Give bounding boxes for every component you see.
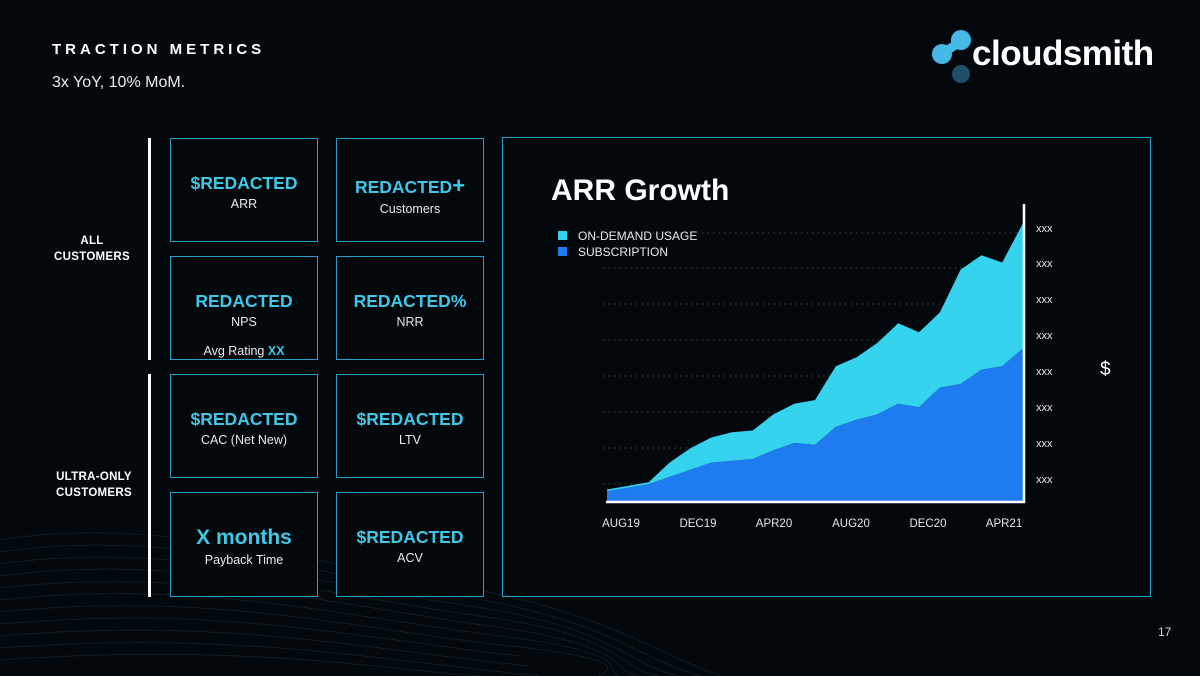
- y-tick-label: xxx: [1036, 258, 1053, 270]
- avg-rating: Avg Rating XX: [203, 344, 285, 358]
- cac-label: CAC (Net New): [200, 433, 288, 447]
- subscription-area: [607, 348, 1023, 502]
- y-tick-label: xxx: [1036, 402, 1053, 414]
- arr-card: $REDACTED ARR: [170, 138, 318, 242]
- cloudsmith-logo: cloudsmith: [930, 28, 1165, 88]
- nps-label: NPS: [231, 315, 257, 329]
- nps-value: REDACTED: [195, 291, 293, 311]
- x-tick-label: DEC19: [679, 518, 716, 530]
- x-tick-label: APR20: [756, 518, 792, 530]
- ltv-label: LTV: [399, 433, 421, 447]
- arr-growth-chart: ARR Growth xxx xxx xxx xxx xxx xxx xxx xxx AUG1…: [502, 137, 1151, 597]
- x-tick-label: DEC20: [909, 518, 946, 530]
- legend-label: SUBSCRIPTION: [578, 245, 668, 259]
- chart-title: ARR Growth: [551, 174, 729, 207]
- page-title: TRACTION METRICS: [52, 41, 266, 58]
- ultra-only-customers-label: ULTRA-ONLY CUSTOMERS: [56, 471, 132, 499]
- page-subtitle: 3x YoY, 10% MoM.: [52, 74, 186, 91]
- cac-card: $REDACTED CAC (Net New): [170, 374, 318, 478]
- arr-label: ARR: [230, 197, 258, 211]
- legend-label: ON-DEMAND USAGE: [578, 229, 697, 243]
- y-tick-label: xxx: [1036, 330, 1053, 342]
- page-number: 17: [1158, 625, 1172, 639]
- on-demand-usage-area: [607, 223, 1023, 492]
- customers-card: REDACTED+ Customers: [336, 138, 484, 242]
- arr-growth-chart-svg: ARR Growth xxx xxx xxx xxx xxx xxx xxx xxx AUG1…: [551, 174, 1111, 530]
- nrr-label: NRR: [396, 315, 424, 329]
- payback-time-card: X months Payback Time: [170, 492, 318, 597]
- nps-card: REDACTED NPS Avg Rating XX: [170, 256, 318, 360]
- ultra-only-divider: [148, 374, 151, 597]
- acv-value: $REDACTED: [356, 527, 464, 547]
- x-tick-label: APR21: [986, 518, 1022, 530]
- acv-card: $REDACTED ACV: [336, 492, 484, 597]
- y-tick-label: xxx: [1036, 294, 1053, 306]
- y-tick-label: xxx: [1036, 474, 1053, 486]
- customers-value: REDACTED+: [354, 173, 466, 198]
- cac-value: $REDACTED: [190, 409, 298, 429]
- ltv-value: $REDACTED: [356, 409, 464, 429]
- all-customers-divider: [148, 138, 151, 360]
- all-customers-label: ALL CUSTOMERS: [54, 235, 130, 263]
- nrr-value: REDACTED%: [353, 291, 467, 311]
- arr-value: $REDACTED: [190, 173, 298, 193]
- y-tick-label: xxx: [1036, 438, 1053, 450]
- ltv-card: $REDACTED LTV: [336, 374, 484, 478]
- x-tick-label: AUG19: [602, 518, 640, 530]
- brand-name: cloudsmith: [972, 34, 1154, 73]
- legend-swatch: [558, 231, 567, 240]
- acv-label: ACV: [397, 551, 423, 565]
- customers-label: Customers: [379, 202, 441, 216]
- payback-time-value: X months: [196, 526, 292, 549]
- nrr-card: REDACTED% NRR: [336, 256, 484, 360]
- payback-time-label: Payback Time: [204, 553, 284, 567]
- y-tick-label: xxx: [1036, 366, 1053, 378]
- y-tick-label: xxx: [1036, 223, 1053, 235]
- legend-swatch: [558, 247, 567, 256]
- x-tick-label: AUG20: [832, 518, 870, 530]
- y-axis-label: $: [1100, 359, 1111, 380]
- cloudsmith-logo-icon: [932, 30, 971, 83]
